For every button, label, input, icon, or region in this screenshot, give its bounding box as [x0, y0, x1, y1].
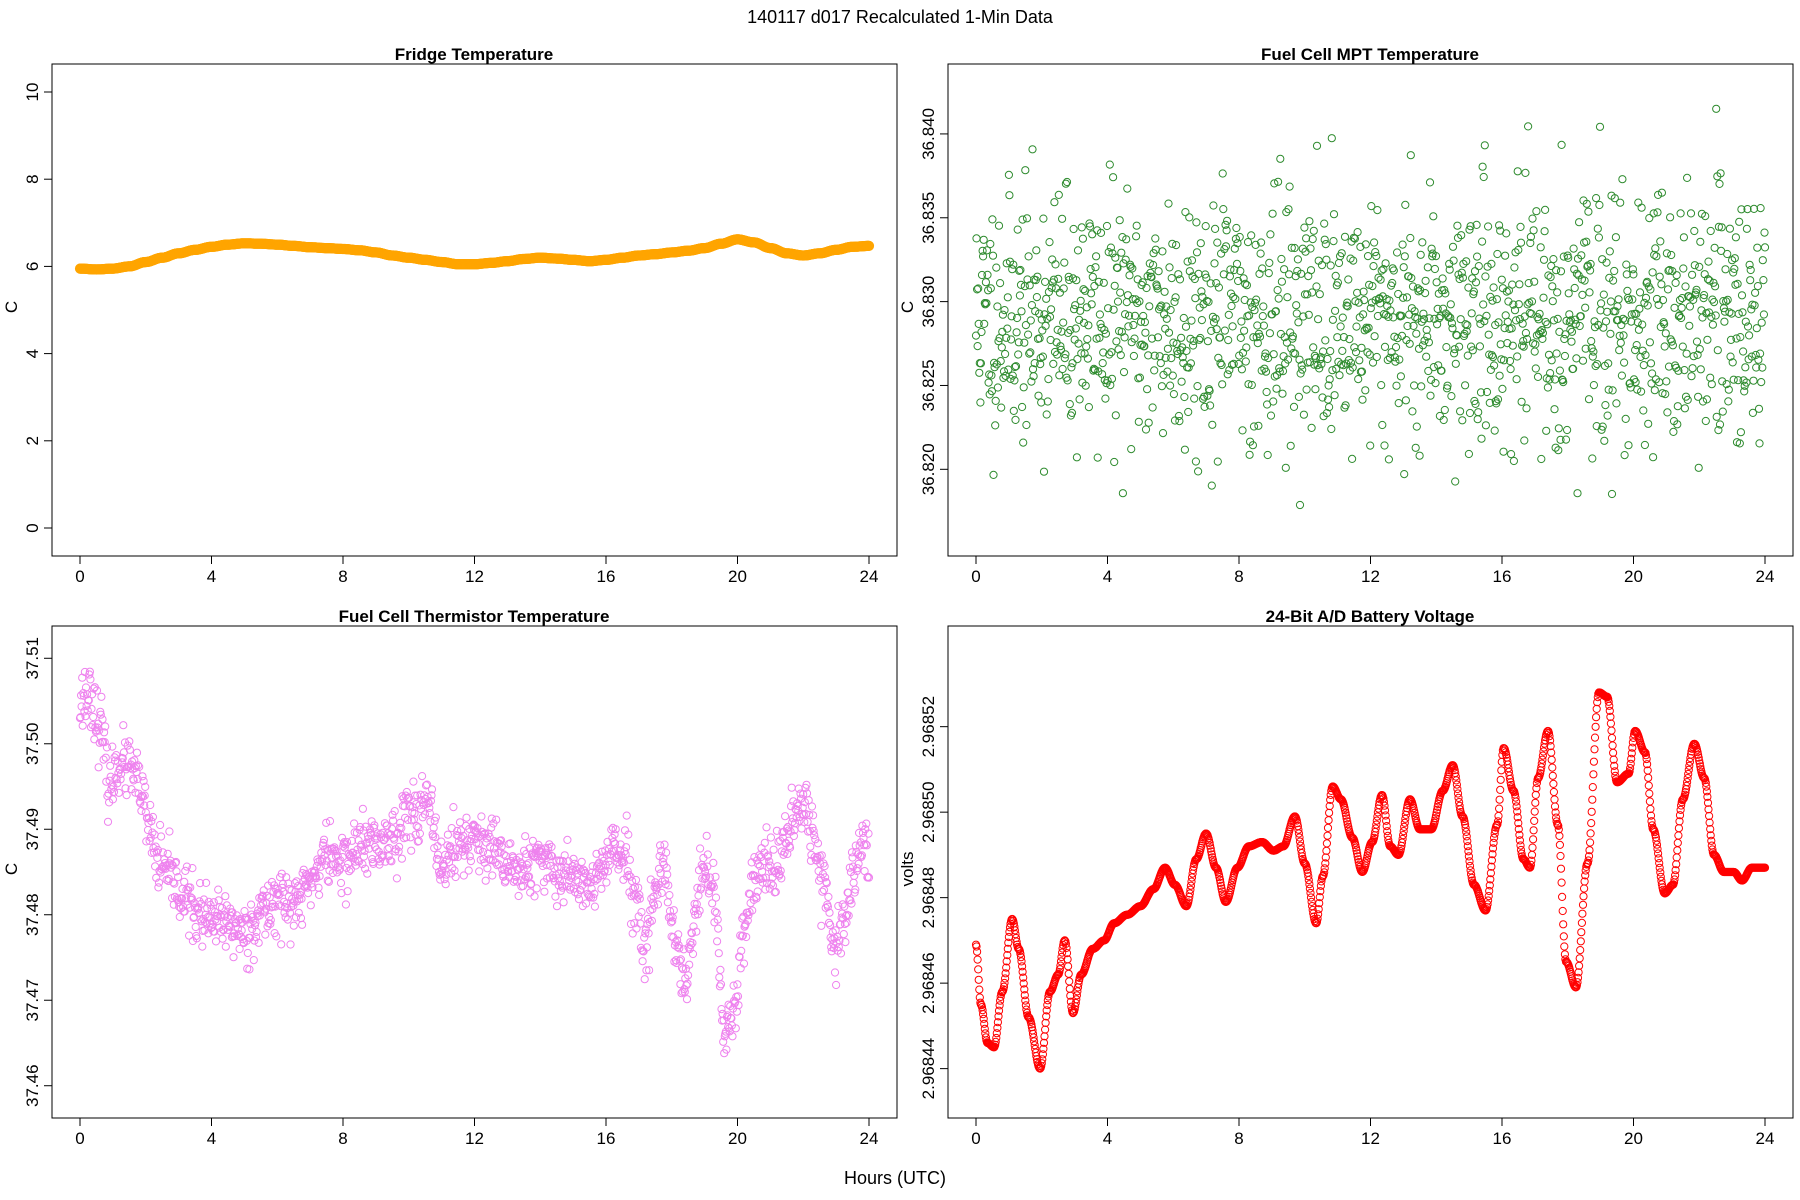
y-tick-label: 4 — [23, 349, 42, 358]
panel-title: Fuel Cell Thermistor Temperature — [339, 607, 610, 626]
y-tick-label: 37.51 — [23, 637, 42, 680]
y-axis-label: C — [898, 301, 917, 313]
y-tick-label: 2.96844 — [919, 1038, 938, 1099]
x-tick-label: 8 — [1234, 1129, 1243, 1148]
y-tick-label: 37.48 — [23, 893, 42, 936]
x-tick-label: 12 — [465, 567, 484, 586]
x-tick-label: 12 — [465, 1129, 484, 1148]
panel-title: 24-Bit A/D Battery Voltage — [1266, 607, 1475, 626]
x-tick-label: 0 — [971, 567, 980, 586]
x-tick-label: 12 — [1361, 1129, 1380, 1148]
x-tick-label: 0 — [75, 1129, 84, 1148]
x-tick-label: 16 — [597, 1129, 616, 1148]
x-tick-label: 16 — [1493, 1129, 1512, 1148]
y-tick-label: 0 — [23, 523, 42, 532]
x-tick-label: 4 — [1103, 1129, 1112, 1148]
y-tick-label: 36.820 — [919, 443, 938, 495]
x-tick-label: 4 — [207, 1129, 216, 1148]
y-axis-label: C — [2, 863, 21, 875]
x-tick-label: 20 — [728, 567, 747, 586]
data-point — [863, 240, 875, 251]
x-tick-label: 20 — [1624, 567, 1643, 586]
panel-title: Fuel Cell MPT Temperature — [1261, 45, 1479, 64]
y-tick-label: 2.96852 — [919, 696, 938, 757]
x-tick-label: 24 — [1756, 1129, 1775, 1148]
y-tick-label: 36.840 — [919, 108, 938, 160]
x-tick-label: 16 — [1493, 567, 1512, 586]
y-axis-label: C — [2, 301, 21, 313]
x-tick-label: 24 — [1756, 567, 1775, 586]
x-tick-label: 4 — [207, 567, 216, 586]
y-tick-label: 37.49 — [23, 808, 42, 851]
y-tick-label: 8 — [23, 174, 42, 183]
y-tick-label: 36.835 — [919, 192, 938, 244]
x-tick-label: 0 — [971, 1129, 980, 1148]
x-tick-label: 12 — [1361, 567, 1380, 586]
y-tick-label: 10 — [23, 83, 42, 102]
y-tick-label: 6 — [23, 262, 42, 271]
x-tick-label: 8 — [1234, 567, 1243, 586]
x-tick-label: 8 — [338, 567, 347, 586]
figure-title: 140117 d017 Recalculated 1-Min Data — [747, 7, 1054, 27]
panel-title: Fridge Temperature — [395, 45, 553, 64]
x-tick-label: 16 — [597, 567, 616, 586]
data-points — [74, 234, 875, 275]
x-tick-label: 4 — [1103, 567, 1112, 586]
x-tick-label: 8 — [338, 1129, 347, 1148]
y-tick-label: 2 — [23, 436, 42, 445]
y-tick-label: 37.46 — [23, 1064, 42, 1107]
y-tick-label: 2.96848 — [919, 867, 938, 928]
y-tick-label: 2.96846 — [919, 952, 938, 1013]
y-tick-label: 37.47 — [23, 979, 42, 1022]
x-tick-label: 20 — [1624, 1129, 1643, 1148]
y-axis-label: volts — [898, 852, 917, 887]
y-tick-label: 2.96850 — [919, 781, 938, 842]
y-tick-label: 36.830 — [919, 276, 938, 328]
x-tick-label: 20 — [728, 1129, 747, 1148]
x-tick-label: 24 — [860, 1129, 879, 1148]
x-tick-label: 24 — [860, 567, 879, 586]
y-tick-label: 36.825 — [919, 359, 938, 411]
figure-x-label: Hours (UTC) — [844, 1168, 946, 1188]
x-tick-label: 0 — [75, 567, 84, 586]
y-tick-label: 37.50 — [23, 722, 42, 765]
